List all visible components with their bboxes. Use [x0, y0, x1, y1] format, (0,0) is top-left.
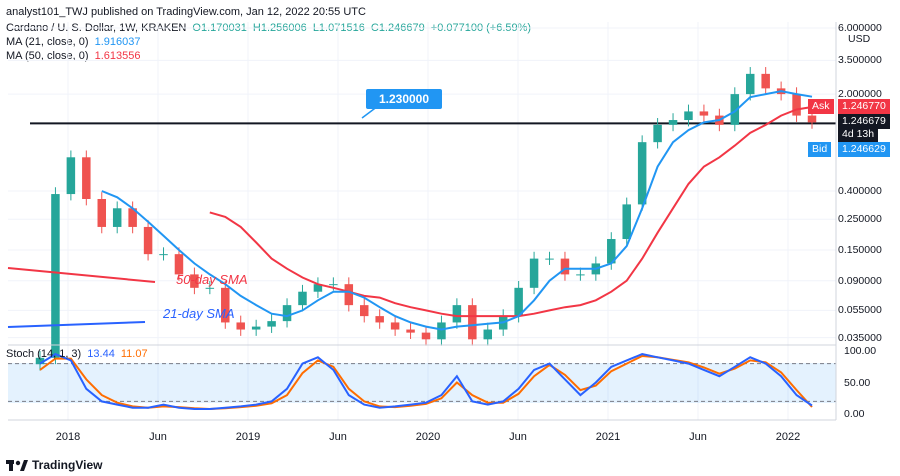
candle-body	[329, 284, 338, 286]
candles	[35, 67, 817, 371]
candle-body	[267, 321, 276, 327]
time-tick-label: Jun	[509, 431, 527, 443]
stoch-tick-label: 50.00	[844, 376, 871, 389]
brand-name: TradingView	[32, 458, 103, 472]
price-tick-label: 6.000000	[838, 22, 882, 34]
candle-body	[35, 357, 45, 365]
candle-body	[529, 258, 539, 288]
candle-body	[452, 305, 462, 323]
candle-body	[390, 322, 400, 330]
candle-body	[282, 305, 292, 322]
candle-body	[622, 204, 631, 240]
candle-body	[251, 326, 261, 330]
candle-body	[159, 254, 168, 256]
candle-body	[112, 208, 122, 227]
candle-body	[730, 94, 740, 125]
candle-body	[221, 287, 230, 323]
time-tick-label: 2022	[775, 431, 801, 443]
candle-body	[174, 254, 184, 275]
price-tick-label: 3.500000	[838, 54, 882, 67]
candle-body	[298, 291, 307, 306]
stoch-band	[8, 363, 836, 403]
stoch-k-value: 13.44	[87, 348, 115, 360]
candle-body	[668, 120, 678, 125]
candle-body	[761, 73, 770, 89]
candle-body	[344, 284, 354, 306]
level-callout: 1.230000	[366, 89, 442, 109]
candle-body	[653, 124, 662, 143]
candle-body	[205, 287, 215, 289]
stoch-legend: Stoch (14, 1, 3) 13.44 11.07	[6, 348, 148, 360]
candle-body	[437, 322, 446, 340]
candle-body	[313, 284, 323, 292]
price-tick-label: 2.000000	[838, 88, 882, 101]
sma21-label: 21-day SMA	[163, 306, 235, 321]
price-tick-label: 0.400000	[838, 184, 882, 197]
candle-body	[560, 258, 570, 275]
ma50-value: 1.613556	[94, 50, 141, 62]
time-tick-label: Jun	[149, 431, 167, 443]
publisher-line: analyst101_TWJ published on TradingView.…	[6, 6, 366, 18]
time-tick-label: Jun	[689, 431, 707, 443]
candle-body	[699, 111, 709, 116]
candle-body	[576, 274, 585, 276]
moving-averages	[101, 90, 813, 331]
candle-body	[684, 111, 693, 121]
ask-label: Ask	[808, 99, 834, 114]
time-tick-label: 2019	[235, 431, 261, 443]
price-tick-label: 0.250000	[838, 213, 882, 226]
candle-body	[637, 142, 647, 205]
candle-body	[128, 208, 137, 227]
time-tick-label: Jun	[329, 431, 347, 443]
price-tick-label: 0.055000	[838, 304, 882, 317]
stoch-k-line	[39, 352, 813, 410]
stoch-label: Stoch (14, 1, 3)	[6, 348, 82, 360]
candle-body	[745, 73, 755, 95]
candle-body	[406, 329, 415, 333]
candle-body	[483, 329, 493, 340]
candle-body	[190, 274, 199, 288]
stoch-tick-label: 0.00	[844, 408, 865, 420]
stoch-d-value: 11.07	[120, 348, 148, 360]
candle-body	[807, 115, 817, 123]
sma50-label: 50-day SMA	[176, 272, 248, 287]
time-tick-label: 2020	[415, 431, 441, 443]
candle-body	[375, 316, 384, 323]
candle-body	[421, 332, 431, 340]
last-price-tag: 1.246679	[838, 114, 890, 129]
bid-value: 1.246629	[838, 142, 890, 157]
sma21-reference-line	[7, 321, 146, 328]
candle-body	[66, 157, 76, 195]
sma50-reference-line	[7, 267, 156, 283]
ma21-line	[101, 90, 813, 331]
ma21-value: 1.916037	[94, 36, 141, 48]
candle-body	[82, 157, 91, 200]
candle-body	[545, 258, 554, 260]
price-tick-label: 0.035000	[838, 331, 882, 344]
tradingview-logo-icon	[6, 460, 28, 471]
bid-label: Bid	[808, 142, 832, 157]
price-tick-label: 0.090000	[838, 274, 882, 287]
countdown-tag: 4d 13h	[838, 127, 879, 142]
candle-body	[468, 305, 477, 340]
candle-body	[97, 199, 107, 227]
candle-body	[792, 94, 801, 116]
price-tick-label: 0.150000	[838, 243, 882, 256]
time-tick-label: 2021	[595, 431, 621, 443]
stoch-tick-label: 100.00	[844, 345, 877, 357]
stoch-lines	[39, 352, 813, 411]
candle-body	[143, 226, 153, 255]
time-tick-label: 2018	[55, 431, 81, 443]
candle-body	[607, 239, 616, 264]
footer-brand: TradingView	[6, 458, 102, 472]
candle-body	[51, 194, 60, 358]
currency-label: USD	[848, 33, 871, 45]
candle-body	[236, 322, 245, 330]
ask-value: 1.246770	[838, 99, 890, 114]
candle-body	[359, 305, 369, 317]
ma50-line	[209, 106, 813, 318]
candle-body	[514, 287, 523, 317]
